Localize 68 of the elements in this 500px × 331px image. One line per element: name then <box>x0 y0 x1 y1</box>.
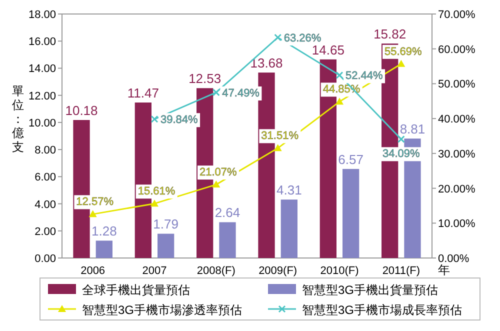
point <box>274 34 282 42</box>
data-label: 8.81 <box>400 122 426 137</box>
data-label: 4.31 <box>276 182 302 198</box>
y2-tick-label: 20.00% <box>438 183 476 196</box>
point <box>336 98 344 105</box>
x-tick-label: 2008(F) <box>196 265 236 277</box>
data-label: 15.61% <box>138 186 176 198</box>
point <box>150 200 158 207</box>
point <box>212 180 220 188</box>
data-label: 6.57 <box>338 152 364 167</box>
y-tick-label: 10.00 <box>28 117 56 130</box>
data-label: 55.69% <box>384 46 422 58</box>
y-tick-label: 14.00 <box>28 63 56 76</box>
x-tick-label: 2007 <box>142 265 167 277</box>
data-label: 34.09% <box>382 148 420 160</box>
legend-label: 智慧型3G手機出貨量預估 <box>302 283 438 297</box>
data-label: 31.51% <box>261 130 299 142</box>
y2-tick-label: 10.00% <box>438 218 476 230</box>
data-label: 12.53 <box>188 71 222 86</box>
data-label: 63.26% <box>284 32 322 44</box>
y-tick-label: 12.00 <box>28 90 56 102</box>
x-tick-label: 2009(F) <box>258 265 298 277</box>
data-label: 1.79 <box>153 216 178 232</box>
x-tick-label: 2011(F) <box>382 265 420 277</box>
y-tick-label: 0.00 <box>34 253 56 265</box>
point <box>88 210 97 218</box>
y2-tick-label: 0.00% <box>438 253 470 265</box>
data-label: 47.49% <box>222 87 260 100</box>
data-label: 1.28 <box>92 224 117 239</box>
y2-tick-label: 50.00% <box>438 78 476 91</box>
y2-tick-label: 30.00% <box>438 148 476 160</box>
data-label: 2.64 <box>214 205 240 220</box>
point <box>397 60 406 67</box>
point <box>274 144 282 152</box>
data-label: 11.47 <box>127 86 159 101</box>
bar <box>280 200 298 258</box>
y-tick-label: 2.00 <box>34 226 56 238</box>
y-tick-label: 16.00 <box>28 36 56 48</box>
legend-label: 智慧型3G手機市場滲透率預估 <box>82 303 242 317</box>
data-label: 12.57% <box>76 196 114 208</box>
legend-label: 智慧型3G手機市場成長率預估 <box>302 303 462 317</box>
y-axis-title: 單位：億支 <box>12 84 24 154</box>
y-tick-label: 6.00 <box>34 172 56 184</box>
data-label: 15.82 <box>374 26 406 42</box>
point <box>397 135 405 143</box>
data-label: 10.18 <box>65 103 98 118</box>
x-axis-title: 年 <box>438 263 450 277</box>
data-label: 21.07% <box>200 166 238 179</box>
x-tick-label: 2006 <box>80 265 106 277</box>
bar <box>219 222 236 258</box>
bar <box>342 168 360 258</box>
data-label: 14.65 <box>312 42 344 58</box>
y-tick-label: 18.00 <box>28 9 56 21</box>
y2-tick-label: 40.00% <box>438 114 476 126</box>
y-tick-label: 8.00 <box>34 144 56 157</box>
y-tick-label: 4.00 <box>34 198 56 211</box>
legend-label: 全球手機出貨量預估 <box>82 283 190 297</box>
point <box>336 71 344 79</box>
bar <box>158 234 174 258</box>
y2-tick-label: 60.00% <box>438 44 476 56</box>
point <box>150 115 158 123</box>
bar <box>96 240 112 258</box>
x-tick-label: 2010(F) <box>320 265 359 277</box>
point <box>212 88 220 96</box>
data-label: 39.84% <box>160 114 198 126</box>
data-label: 13.68 <box>250 56 283 71</box>
data-label: 52.44% <box>346 70 384 82</box>
y2-tick-label: 70.00% <box>438 9 476 21</box>
